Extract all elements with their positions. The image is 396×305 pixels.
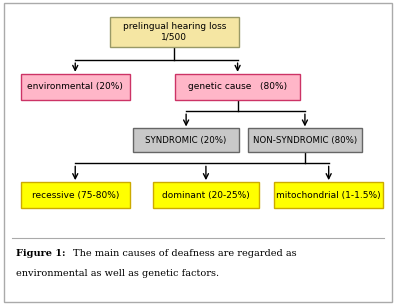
FancyBboxPatch shape <box>153 182 259 208</box>
Text: prelingual hearing loss
1/500: prelingual hearing loss 1/500 <box>122 22 226 42</box>
FancyBboxPatch shape <box>21 182 130 208</box>
Text: SYNDROMIC (20%): SYNDROMIC (20%) <box>145 136 227 145</box>
FancyBboxPatch shape <box>110 16 239 48</box>
Text: NON-SYNDROMIC (80%): NON-SYNDROMIC (80%) <box>253 136 357 145</box>
FancyBboxPatch shape <box>133 128 239 152</box>
Text: genetic cause   (80%): genetic cause (80%) <box>188 82 287 92</box>
FancyBboxPatch shape <box>175 74 300 100</box>
Text: recessive (75-80%): recessive (75-80%) <box>32 191 119 200</box>
FancyBboxPatch shape <box>21 74 130 100</box>
Text: environmental as well as genetic factors.: environmental as well as genetic factors… <box>16 269 219 278</box>
Text: Figure 1:: Figure 1: <box>16 249 65 258</box>
FancyBboxPatch shape <box>248 128 362 152</box>
Text: The main causes of deafness are regarded as: The main causes of deafness are regarded… <box>73 249 297 258</box>
Text: environmental (20%): environmental (20%) <box>27 82 123 92</box>
Text: mitochondrial (1-1.5%): mitochondrial (1-1.5%) <box>276 191 381 200</box>
FancyBboxPatch shape <box>274 182 383 208</box>
Text: dominant (20-25%): dominant (20-25%) <box>162 191 250 200</box>
